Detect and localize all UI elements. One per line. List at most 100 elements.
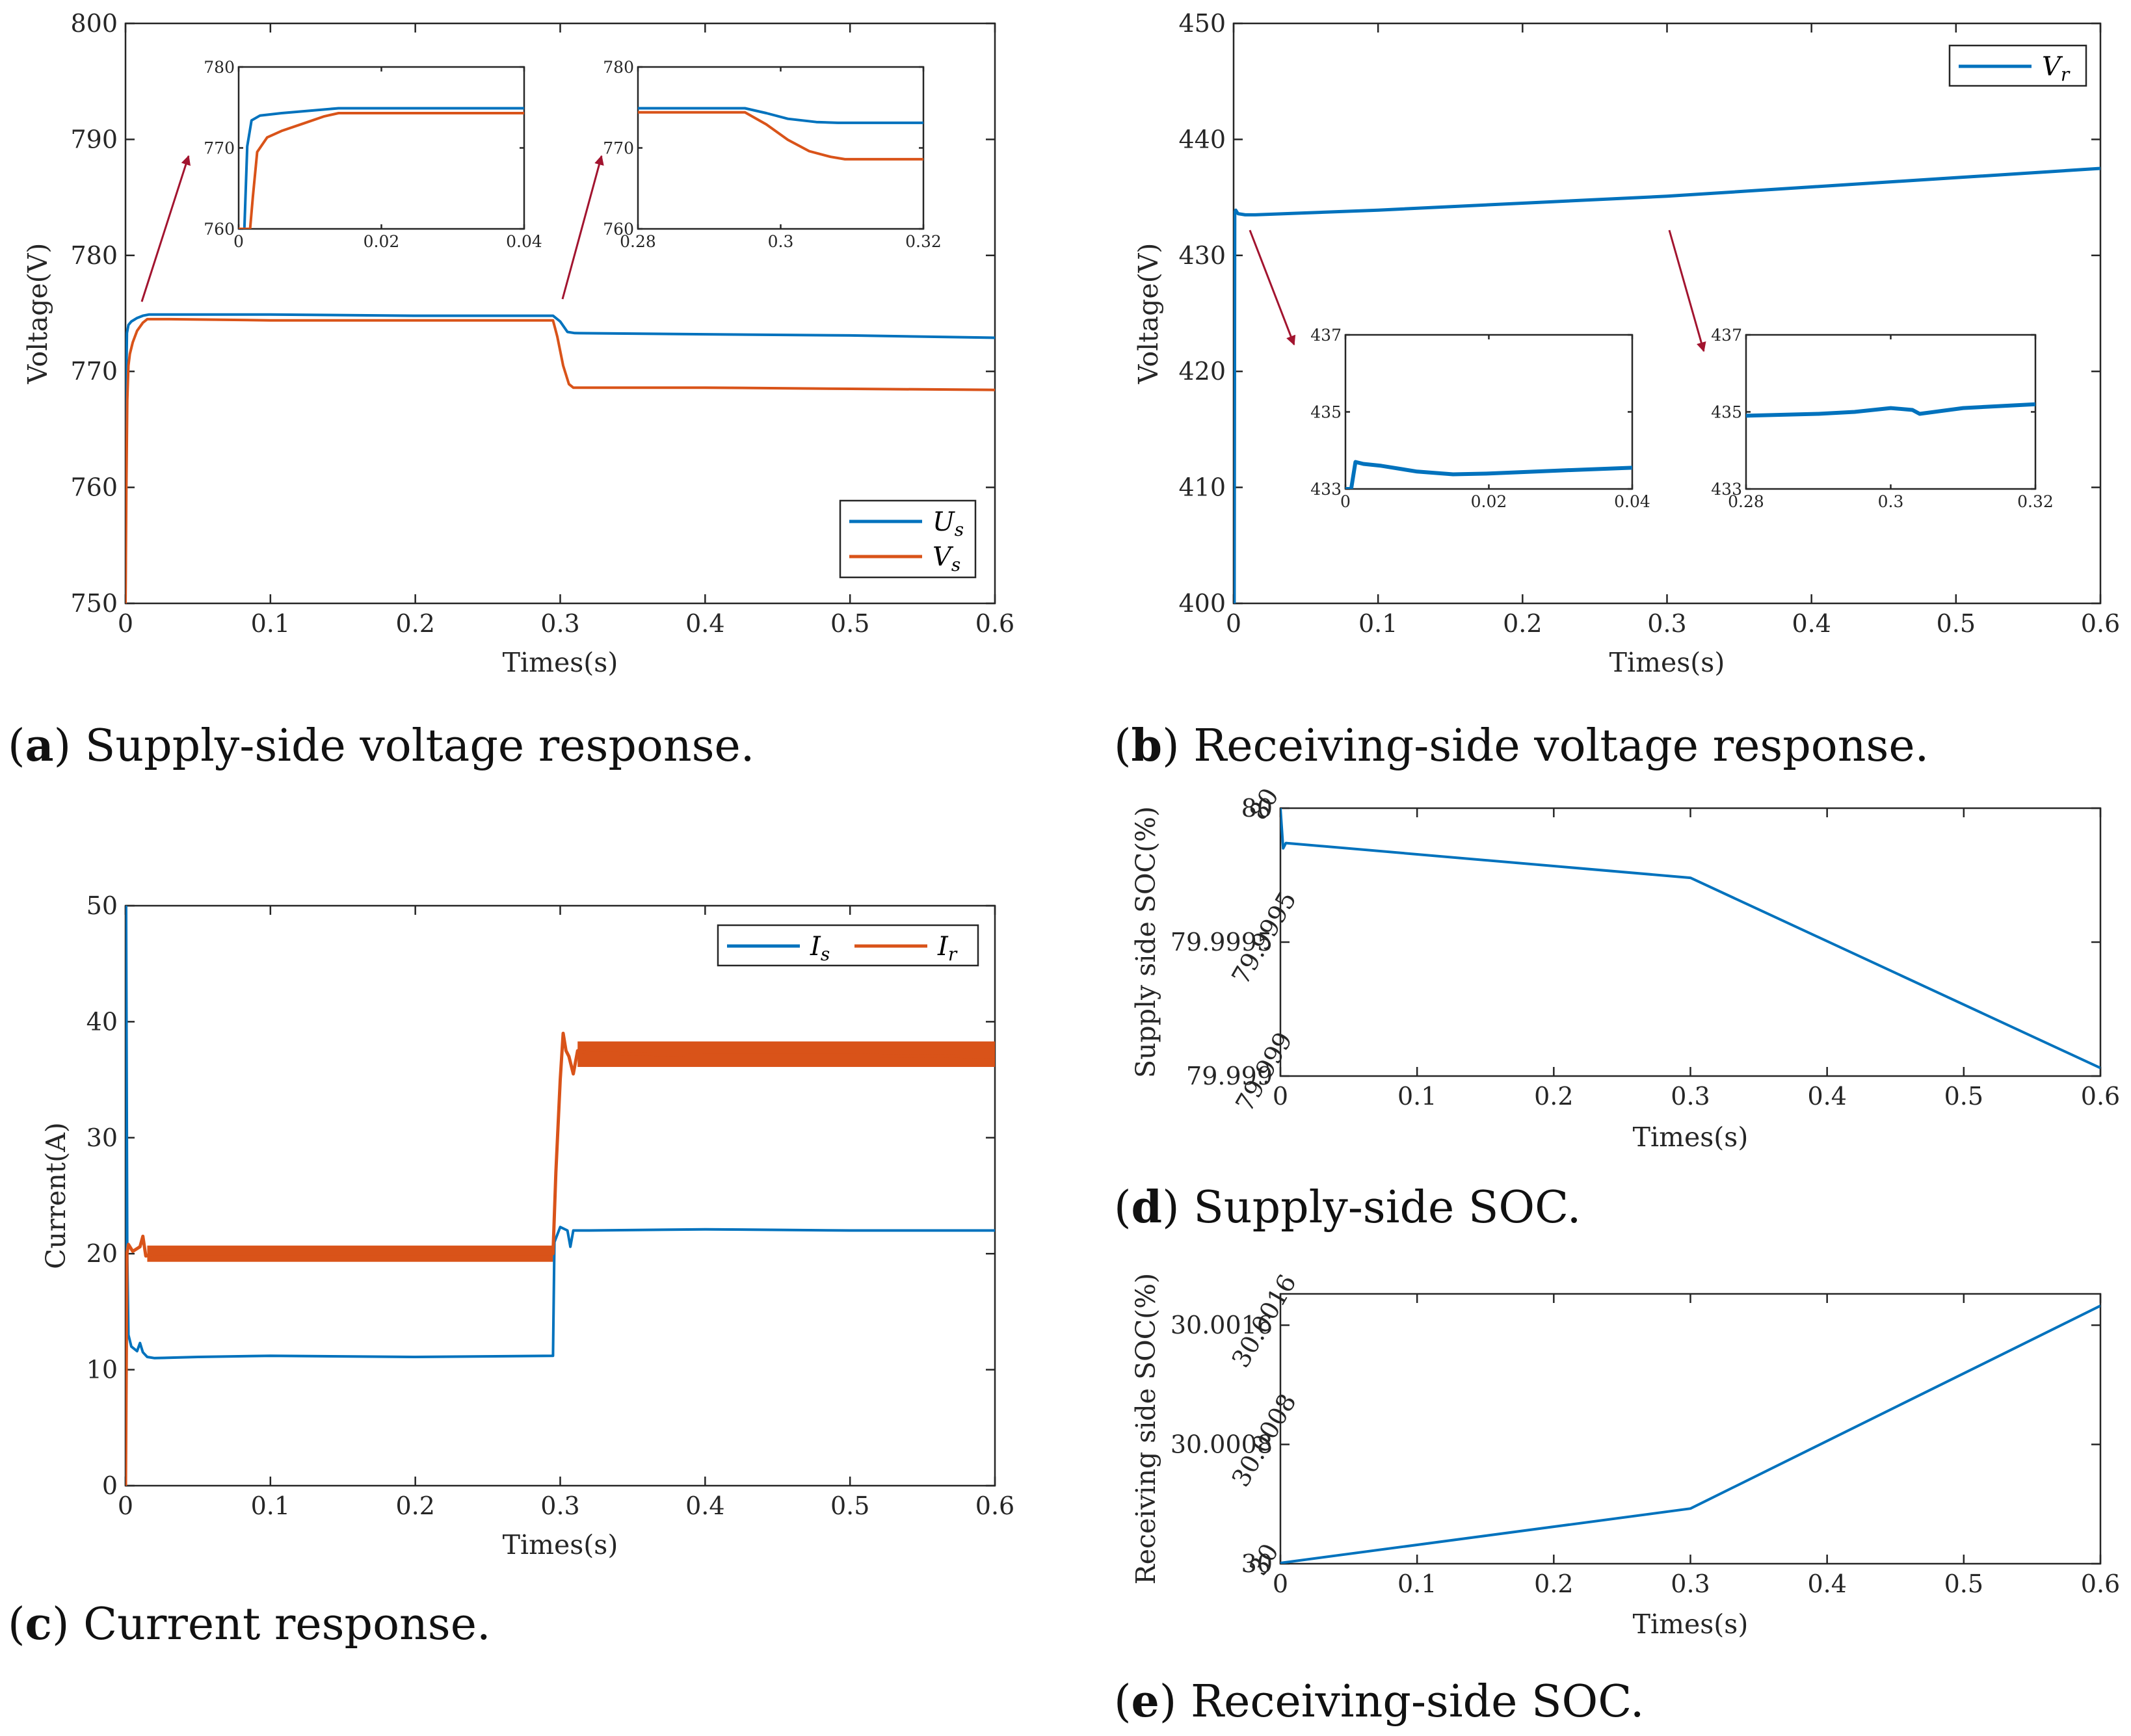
inset-ytick-label: 780 (603, 58, 634, 77)
inset-1: 0 0.02 0.04 760 770 780 (204, 58, 542, 251)
axes-frame (1279, 807, 2102, 1077)
y-axis-label: Receiving side SOC(%) (1130, 1273, 1161, 1585)
series-line-U-s (126, 313, 995, 603)
xtick-label: 0.5 (1944, 1570, 1983, 1598)
xtick-label: 0.2 (395, 609, 434, 638)
inset-xtick-label: 0.32 (905, 232, 942, 251)
xtick-label: 0.4 (1807, 1570, 1846, 1598)
inset-xtick-label: 0.3 (768, 232, 794, 251)
ytick-label: 790 (70, 125, 118, 153)
xtick-label: 0 (1273, 1082, 1288, 1111)
inset-xtick-label: 0 (1340, 492, 1351, 511)
inset-ytick-label: 433 (1310, 480, 1342, 499)
inset-xtick-label: 0.04 (506, 232, 542, 251)
inset-series-line (638, 107, 923, 124)
caption-label: e (1132, 1676, 1159, 1728)
inset-ytick-label: 437 (1310, 326, 1342, 345)
series-line-SOC_s (1280, 808, 2100, 1070)
xtick-label: 0.3 (540, 609, 579, 638)
inset-xtick-label: 0.28 (620, 232, 656, 251)
xtick-label: 0.6 (2081, 1570, 2120, 1598)
inset-series-line (1345, 460, 1632, 489)
inset-xtick-label: 0.04 (1614, 492, 1650, 511)
y-axis-label: Voltage(V) (1133, 243, 1164, 385)
legend-label: Us (933, 507, 964, 540)
caption-open: ( (8, 720, 25, 772)
xtick-label: 0.4 (685, 609, 724, 638)
xtick-label: 0.1 (1358, 609, 1397, 638)
caption-text: ) Supply-side voltage response. (54, 720, 755, 772)
xtick-label: 0.3 (1647, 609, 1686, 638)
series-line-I-s (126, 906, 995, 1486)
ytick-label: 800 (70, 9, 118, 38)
axes-frame (1279, 1293, 2102, 1565)
xtick-label: 0.5 (830, 1492, 869, 1520)
inset-axes-frame (237, 66, 525, 230)
inset-axes-frame (637, 66, 925, 230)
ytick-label: 10 (86, 1356, 118, 1384)
xtick-label: 0.4 (1807, 1082, 1846, 1111)
inset-ytick-label: 760 (603, 220, 634, 239)
caption-label: b (1132, 720, 1163, 772)
ytick-label: 80 (1241, 794, 1273, 822)
legend-label: Vr (2042, 52, 2071, 85)
ytick-label: 79.9995 (1171, 928, 1273, 956)
caption-text: ) Receiving-side SOC. (1159, 1676, 1645, 1728)
ytick-label: 50 (86, 891, 118, 920)
xtick-label: 0 (118, 1492, 133, 1520)
x-axis-label: Times(s) (1609, 647, 1725, 678)
inset-ytick-label: 437 (1711, 326, 1742, 345)
legend-symbol: I (810, 932, 821, 962)
legend-label: Ir (937, 932, 958, 965)
y-axis-label: Supply side SOC(%) (1130, 806, 1161, 1078)
inset-1: 0 0.02 0.04 433 435 437 (1310, 326, 1650, 511)
ytick-label: 770 (70, 357, 118, 386)
ytick-label: 30 (1241, 1549, 1273, 1578)
inset-ytick-label: 780 (204, 58, 235, 77)
legend: Vr (1948, 44, 2087, 87)
caption-text: ) Current response. (52, 1599, 491, 1650)
xtick-label: 0.2 (1534, 1082, 1573, 1111)
ytick-label: 20 (86, 1239, 118, 1268)
inset-ytick-label: 435 (1711, 403, 1742, 422)
caption-label: c (25, 1598, 52, 1650)
legend-subscript: s (955, 519, 964, 540)
inset-series-line (1746, 402, 2035, 418)
inset-series-line (239, 112, 524, 229)
ytick-label: 430 (1178, 241, 1226, 270)
inset-xtick-label: 0.02 (1471, 492, 1507, 511)
xtick-label: 0 (118, 609, 133, 638)
legend-subscript: s (951, 554, 960, 575)
xtick-label: 0.5 (830, 609, 869, 638)
inset-ytick-label: 770 (204, 139, 235, 158)
xtick-label: 0.5 (1937, 609, 1976, 638)
inset-axes-frame (1344, 334, 1634, 490)
ytick-label: 760 (70, 473, 118, 502)
x-axis-label: Times(s) (1633, 1122, 1749, 1153)
xtick-label: 0.6 (975, 1492, 1014, 1520)
ytick-label: 410 (1178, 473, 1226, 502)
xtick-label: 0.1 (1397, 1570, 1436, 1598)
xtick-label: 0 (1226, 609, 1241, 638)
zoom-arrow (1249, 230, 1296, 346)
caption-label: d (1132, 1181, 1163, 1233)
xtick-label: 0.6 (975, 609, 1014, 638)
chart-c: 0 0.1 0.2 0.3 0.4 0.5 0.6 0 10 20 30 40 50 Times(s) Cu… (8, 891, 1014, 1650)
zoom-arrow (561, 155, 604, 300)
caption: (e) Receiving-side SOC. (1114, 1676, 1645, 1728)
ytick-label: 420 (1178, 357, 1226, 386)
caption-text: ) Receiving-side voltage response. (1162, 720, 1929, 772)
inset-xtick-label: 0.32 (2017, 492, 2054, 511)
axes-frame (1232, 22, 2102, 605)
ytick-label: 30.0008 (1171, 1430, 1273, 1459)
legend-subscript: r (2061, 64, 2071, 85)
xtick-label: 0.3 (540, 1492, 579, 1520)
ytick-label: 30.0016 (1171, 1311, 1273, 1339)
caption: (a) Supply-side voltage response. (8, 720, 754, 772)
inset-series-line (239, 107, 524, 229)
xtick-label: 0.6 (2081, 609, 2120, 638)
inset-xtick-label: 0.28 (1728, 492, 1764, 511)
ytick-label: 440 (1178, 125, 1226, 153)
legend-symbol: V (933, 542, 954, 572)
